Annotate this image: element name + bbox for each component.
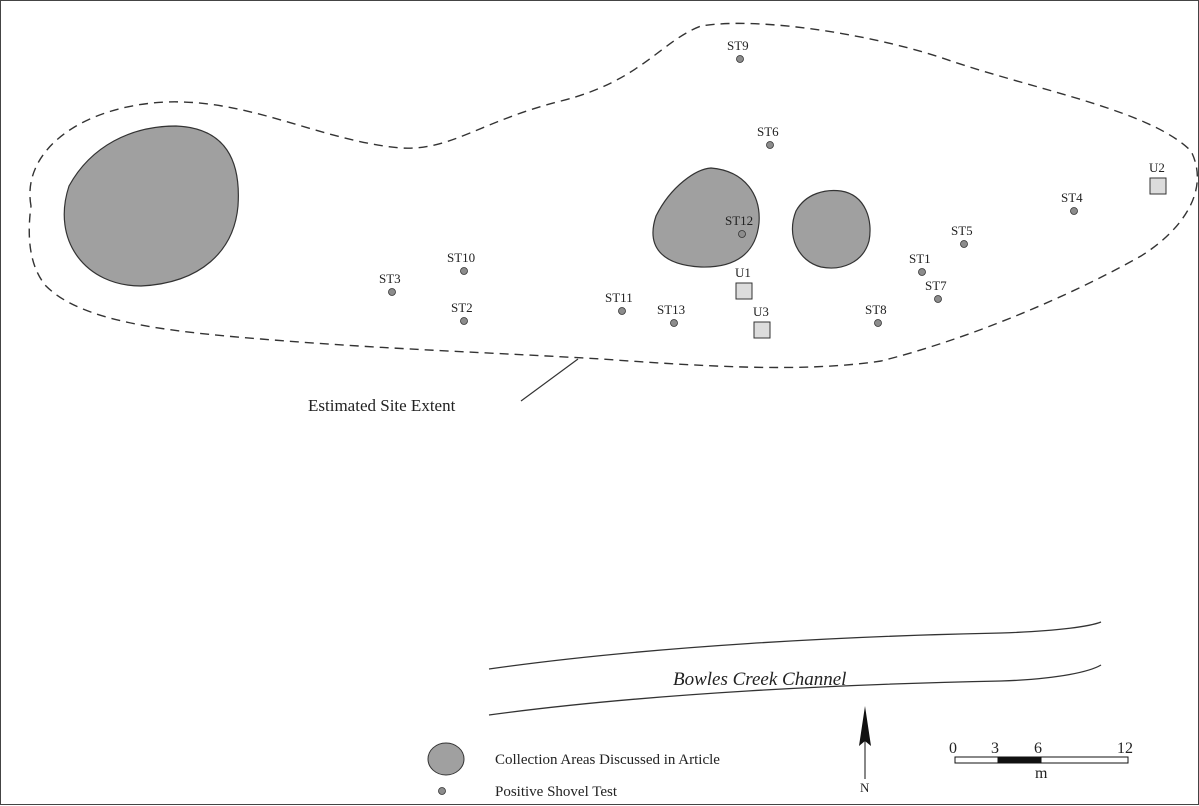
site-extent-label: Estimated Site Extent	[308, 396, 456, 415]
north-arrow-icon	[859, 706, 871, 746]
scale-unit-label: m	[1035, 765, 1048, 782]
shovel-test-marker	[388, 288, 396, 296]
north-arrow: N	[859, 706, 871, 795]
shovel-test-st9: ST9	[727, 38, 749, 63]
shovel-test-st13: ST13	[657, 302, 685, 327]
collection-area	[652, 167, 760, 268]
shovel-test-marker	[1070, 207, 1078, 215]
legend-shovel-test-swatch	[438, 787, 446, 795]
scale-tick-label: 0	[949, 740, 957, 757]
shovel-test-marker	[766, 141, 774, 149]
shovel-test-label: ST8	[865, 302, 887, 317]
shovel-test-st2: ST2	[451, 300, 473, 325]
shovel-test-st3: ST3	[379, 271, 401, 296]
shovel-test-label: ST4	[1061, 190, 1083, 205]
shovel-test-label: ST1	[909, 251, 931, 266]
scale-bar-segment	[997, 756, 1042, 764]
unit-label: U2	[1149, 160, 1165, 175]
legend-collection-area-swatch	[427, 742, 465, 776]
shovel-test-marker	[934, 295, 942, 303]
shovel-test-st10: ST10	[447, 250, 475, 275]
shovel-test-label: ST12	[725, 213, 753, 228]
shovel-test-label: ST5	[951, 223, 973, 238]
shovel-test-marker	[460, 317, 468, 325]
legend-collection-areas-label: Collection Areas Discussed in Article	[495, 752, 720, 768]
collection-area	[63, 125, 239, 287]
shovel-test-marker	[460, 267, 468, 275]
shovel-test-st8: ST8	[865, 302, 887, 327]
shovel-test-label: ST13	[657, 302, 685, 317]
shovel-test-marker	[738, 230, 746, 238]
site-extent-leader	[520, 358, 579, 402]
shovel-test-st11: ST11	[605, 290, 633, 315]
shovel-test-st5: ST5	[951, 223, 973, 248]
north-arrow-label: N	[860, 780, 870, 795]
shovel-test-label: ST11	[605, 290, 633, 305]
unit-u1: U1	[735, 265, 753, 300]
legend-shovel-test-label: Positive Shovel Test	[495, 784, 618, 800]
unit-label: U1	[735, 265, 751, 280]
shovel-test-marker	[736, 55, 744, 63]
unit-label: U3	[753, 304, 769, 319]
shovel-test-marker	[670, 319, 678, 327]
scale-tick-label: 3	[991, 740, 999, 757]
scale-bar: 0 3 6 12 m	[949, 740, 1133, 782]
shovel-test-st7: ST7	[925, 278, 947, 303]
shovel-test-label: ST6	[757, 124, 779, 139]
shovel-test-label: ST9	[727, 38, 749, 53]
unit-marker	[753, 321, 771, 339]
creek-label: Bowles Creek Channel	[673, 669, 846, 690]
unit-u2: U2	[1149, 160, 1167, 195]
scale-tick-label: 12	[1117, 740, 1133, 757]
unit-marker	[1149, 177, 1167, 195]
shovel-test-st6: ST6	[757, 124, 779, 149]
scale-tick-label: 6	[1034, 740, 1042, 757]
shovel-test-label: ST3	[379, 271, 401, 286]
scale-bar-segment	[954, 756, 999, 764]
shovel-test-label: ST2	[451, 300, 473, 315]
shovel-test-st1: ST1	[909, 251, 931, 276]
shovel-test-st4: ST4	[1061, 190, 1083, 215]
collection-area	[791, 189, 871, 269]
shovel-test-label: ST7	[925, 278, 947, 293]
creek-bank-south	[488, 664, 1102, 716]
legend: Collection Areas Discussed in Article Po…	[427, 742, 720, 800]
shovel-test-st12: ST12	[725, 213, 753, 238]
unit-marker	[735, 282, 753, 300]
shovel-test-marker	[874, 319, 882, 327]
shovel-test-marker	[918, 268, 926, 276]
shovel-test-marker	[960, 240, 968, 248]
shovel-test-marker	[618, 307, 626, 315]
scale-bar-segment	[1040, 756, 1129, 764]
unit-u3: U3	[753, 304, 771, 339]
shovel-test-label: ST10	[447, 250, 475, 265]
creek-bank-north	[488, 621, 1102, 670]
